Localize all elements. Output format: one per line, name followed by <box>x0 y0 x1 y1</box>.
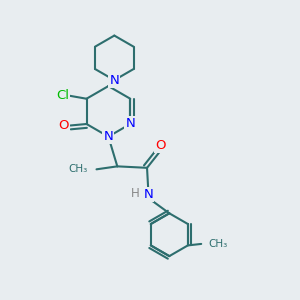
Text: N: N <box>103 130 113 143</box>
Text: N: N <box>110 74 119 87</box>
Text: CH₃: CH₃ <box>68 164 88 174</box>
Text: N: N <box>125 118 135 130</box>
Text: H: H <box>131 187 140 200</box>
Text: O: O <box>58 119 69 132</box>
Text: Cl: Cl <box>56 89 69 102</box>
Text: CH₃: CH₃ <box>209 239 228 249</box>
Text: N: N <box>144 188 153 201</box>
Text: O: O <box>155 139 166 152</box>
